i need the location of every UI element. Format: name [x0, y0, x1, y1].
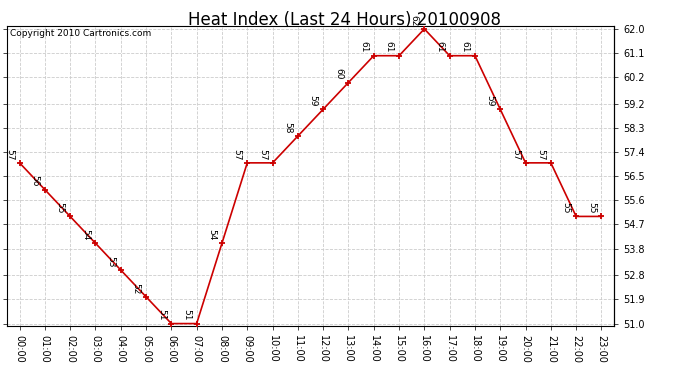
Text: 55: 55: [587, 202, 596, 214]
Text: 61: 61: [435, 41, 444, 53]
Text: 56: 56: [30, 176, 39, 187]
Text: 57: 57: [233, 148, 241, 160]
Text: 58: 58: [284, 122, 293, 133]
Text: Heat Index (Last 24 Hours) 20100908: Heat Index (Last 24 Hours) 20100908: [188, 11, 502, 29]
Text: 57: 57: [511, 148, 520, 160]
Text: 57: 57: [5, 148, 14, 160]
Text: 57: 57: [536, 148, 545, 160]
Text: 54: 54: [208, 229, 217, 240]
Text: 53: 53: [106, 256, 115, 267]
Text: Copyright 2010 Cartronics.com: Copyright 2010 Cartronics.com: [10, 29, 151, 38]
Text: 61: 61: [384, 41, 393, 53]
Text: 55: 55: [562, 202, 571, 214]
Text: 52: 52: [132, 283, 141, 294]
Text: 59: 59: [486, 95, 495, 106]
Text: 51: 51: [182, 309, 191, 321]
Text: 59: 59: [308, 95, 317, 106]
Text: 61: 61: [359, 41, 368, 53]
Text: 60: 60: [334, 68, 343, 80]
Text: 61: 61: [460, 41, 469, 53]
Text: 62: 62: [410, 15, 419, 26]
Text: 57: 57: [258, 148, 267, 160]
Text: 55: 55: [56, 202, 65, 214]
Text: 51: 51: [157, 309, 166, 321]
Text: 54: 54: [81, 229, 90, 240]
